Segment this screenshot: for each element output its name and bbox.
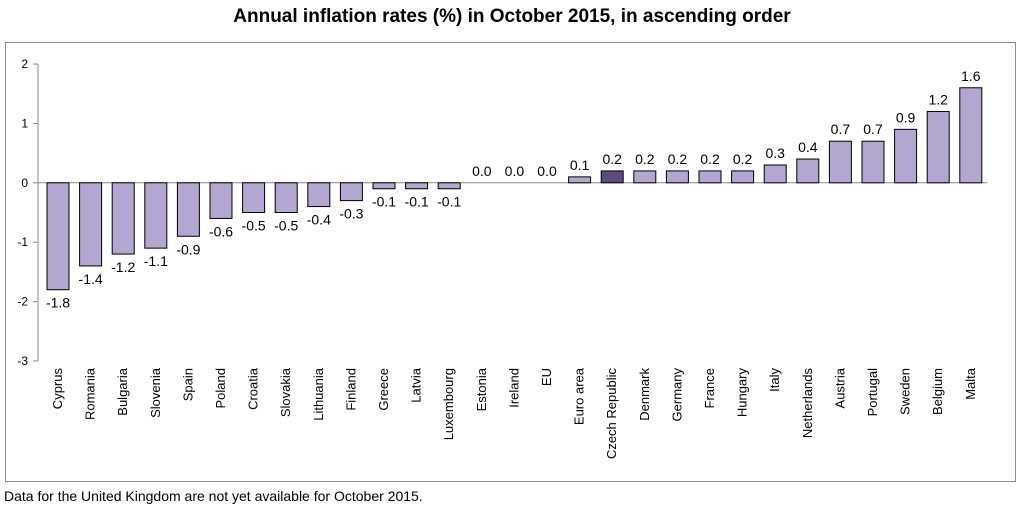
- x-tick-label: Netherlands: [800, 368, 815, 439]
- data-label: 0.2: [700, 151, 720, 167]
- data-label: 0.4: [798, 139, 818, 155]
- y-tick-label: 0: [21, 176, 28, 190]
- x-tick-label: Poland: [213, 368, 228, 408]
- bar: [796, 158, 820, 184]
- bar: [144, 182, 168, 249]
- x-tick-label: Croatia: [246, 367, 261, 410]
- data-label: 0.0: [537, 163, 557, 179]
- bar: [339, 182, 363, 202]
- data-label: -0.4: [307, 212, 331, 228]
- bar: [959, 87, 983, 184]
- y-tick-label: -1: [17, 235, 28, 249]
- x-tick-label: Bulgaria: [115, 367, 130, 415]
- x-tick-label: Euro area: [572, 367, 587, 425]
- bar: [861, 140, 885, 184]
- bar: [437, 182, 461, 190]
- bar: [698, 170, 722, 184]
- bar: [926, 111, 950, 184]
- bar: [828, 140, 852, 184]
- data-label: -1.8: [46, 295, 70, 311]
- x-tick-label: France: [702, 368, 717, 408]
- data-label: -1.4: [79, 271, 103, 287]
- x-tick-label: Slovakia: [278, 367, 293, 417]
- data-label: 0.0: [472, 163, 492, 179]
- x-tick-label: Hungary: [735, 368, 750, 418]
- data-label: -0.3: [339, 206, 363, 222]
- data-label: -0.6: [209, 223, 233, 239]
- bar: [568, 176, 592, 184]
- x-tick-label: Slovenia: [148, 367, 163, 418]
- x-tick-label: Romania: [83, 367, 98, 420]
- x-tick-label: Czech Republic: [604, 368, 619, 460]
- bar: [633, 170, 657, 184]
- bar: [79, 182, 103, 267]
- x-tick-label: Lithuania: [311, 367, 326, 421]
- x-tick-label: Austria: [832, 367, 847, 408]
- data-label: 1.6: [961, 68, 981, 84]
- x-tick-label: Luxembourg: [441, 368, 456, 440]
- data-label: 0.7: [863, 121, 883, 137]
- bar: [209, 182, 233, 219]
- x-tick-label: Malta: [963, 367, 978, 400]
- y-tick-label: -3: [17, 354, 28, 368]
- bar: [731, 170, 755, 184]
- data-label: -1.1: [144, 253, 168, 269]
- x-tick-label: Finland: [343, 368, 358, 411]
- bar: [665, 170, 689, 184]
- chart-title: Annual inflation rates (%) in October 20…: [233, 6, 791, 27]
- x-tick-label: Greece: [376, 368, 391, 411]
- x-tick-label: EU: [539, 368, 554, 386]
- data-label: 1.2: [928, 92, 948, 108]
- bar: [763, 164, 787, 184]
- data-label: 0.0: [505, 163, 525, 179]
- data-label: -0.9: [176, 241, 200, 257]
- x-tick-label: Denmark: [637, 368, 652, 421]
- x-tick-label: Latvia: [409, 367, 424, 402]
- data-label: 0.3: [765, 145, 785, 161]
- data-label: 0.2: [733, 151, 753, 167]
- x-tick-label: Germany: [669, 368, 684, 422]
- x-tick-label: Cyprus: [50, 368, 65, 410]
- y-tick-label: 2: [21, 57, 28, 71]
- data-label: -0.1: [372, 194, 396, 210]
- data-label: -0.5: [242, 218, 266, 234]
- data-label: 0.1: [570, 157, 590, 173]
- data-label: -0.5: [274, 218, 298, 234]
- bar: [894, 128, 918, 184]
- chart-frame: [5, 42, 1016, 482]
- bar: [600, 170, 624, 184]
- data-label: -0.1: [437, 194, 461, 210]
- data-label: 0.9: [896, 109, 916, 125]
- footnote: Data for the United Kingdom are not yet …: [4, 488, 423, 504]
- bar: [176, 182, 200, 237]
- data-label: 0.2: [668, 151, 688, 167]
- x-tick-label: Belgium: [930, 368, 945, 415]
- x-tick-label: Estonia: [474, 367, 489, 411]
- y-tick-label: 1: [21, 116, 28, 130]
- data-label: -0.1: [405, 194, 429, 210]
- x-tick-label: Ireland: [506, 368, 521, 408]
- x-tick-label: Portugal: [865, 368, 880, 417]
- data-label: 0.7: [831, 121, 851, 137]
- data-label: 0.2: [635, 151, 655, 167]
- x-tick-label: Spain: [180, 368, 195, 401]
- bar: [405, 182, 429, 190]
- bar: [242, 182, 266, 214]
- bar: [274, 182, 298, 214]
- data-label: -1.2: [111, 259, 135, 275]
- bar: [46, 182, 70, 291]
- bar: [307, 182, 331, 208]
- bar: [111, 182, 135, 255]
- x-tick-label: Sweden: [898, 368, 913, 415]
- y-tick-label: -2: [17, 295, 28, 309]
- data-label: 0.2: [602, 151, 622, 167]
- bar: [372, 182, 396, 190]
- x-tick-label: Italy: [767, 368, 782, 392]
